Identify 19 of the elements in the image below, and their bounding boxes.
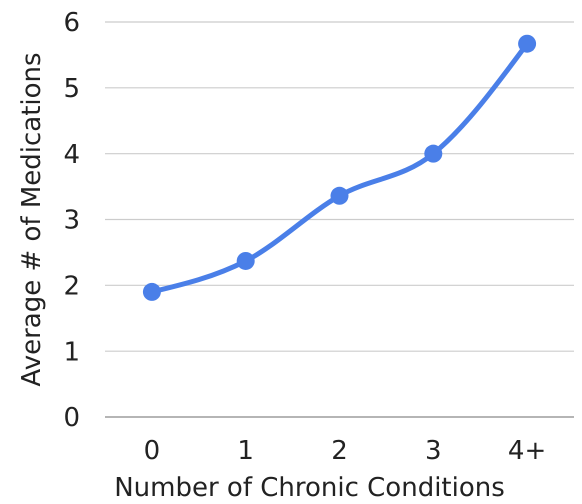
x-tick-label: 3 (425, 436, 442, 466)
point (424, 144, 442, 163)
y-tick-label: 5 (63, 74, 80, 104)
y-tick-label: 6 (63, 8, 80, 38)
x-tick-label: 0 (144, 436, 160, 466)
y-tick-label: 3 (63, 206, 80, 236)
x-tick-label: 4+ (508, 436, 546, 466)
x-tick-label: 2 (331, 436, 348, 466)
y-tick-label: 4 (63, 140, 80, 170)
x-axis-title: Number of Chronic Conditions (114, 473, 505, 503)
point (236, 252, 255, 270)
x-tick-label: 1 (237, 436, 254, 466)
point (330, 186, 348, 205)
point (142, 282, 161, 301)
y-tick-label: 1 (63, 337, 80, 368)
point (518, 34, 536, 53)
y-tick-label: 2 (63, 271, 80, 302)
y-tick-label: 0 (63, 403, 80, 434)
y-axis-title: Average # of Medications (17, 52, 47, 387)
